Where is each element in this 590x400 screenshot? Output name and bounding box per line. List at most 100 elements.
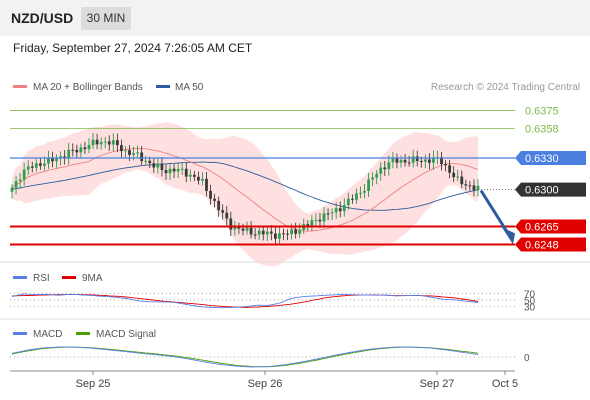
candle-body — [468, 185, 472, 187]
candle-body — [448, 165, 452, 173]
candle-body — [164, 170, 168, 174]
candle-body — [140, 152, 144, 162]
candle-body — [209, 190, 212, 199]
candle-body — [26, 166, 30, 170]
candle-body — [132, 153, 135, 155]
resistance-label: 0.6375 — [525, 106, 559, 118]
last-price-label: 0.6300 — [525, 185, 559, 197]
level-label: 70 — [524, 289, 536, 300]
time-axis: Sep 25 Sep 26 Sep 27 Oct 5 — [10, 370, 518, 390]
candle-body — [111, 140, 115, 145]
candle-body — [363, 190, 366, 193]
candle-body — [176, 168, 180, 172]
candle-body — [47, 157, 50, 164]
candle-body — [427, 159, 431, 163]
candle-body — [115, 140, 119, 146]
candle-body — [440, 157, 443, 164]
candle-body — [128, 150, 131, 155]
candle-body — [375, 173, 379, 178]
candle-body — [152, 163, 156, 168]
currency-pair-title: NZD/USD — [11, 10, 74, 26]
candle-body — [201, 178, 204, 181]
price-levels: 0.6375 0.6358 0.6330 0.6300 0.6265 0.6248 — [10, 106, 586, 252]
candle-body — [148, 160, 152, 164]
candle-body — [38, 163, 42, 166]
candle-body — [399, 159, 403, 163]
rsi-9ma-line — [11, 294, 479, 308]
candle-body — [411, 156, 415, 163]
candle-body — [452, 172, 456, 178]
candle-body — [172, 168, 176, 172]
legend-rsi-label: RSI — [33, 273, 50, 284]
candle-body — [338, 208, 342, 212]
legend-ma50-swatch — [156, 85, 170, 88]
level-label: 0 — [524, 353, 530, 364]
candle-body — [379, 167, 383, 174]
candle-body — [407, 162, 411, 164]
candle-body — [18, 179, 22, 182]
last-price-tag — [515, 182, 586, 197]
candle-body — [233, 226, 237, 230]
candle-body — [221, 210, 225, 213]
candle-body — [326, 213, 330, 215]
candle-body — [322, 213, 326, 222]
candle-body — [107, 141, 111, 145]
candle-body — [359, 192, 362, 194]
candle-body — [249, 227, 253, 235]
candle-body — [269, 231, 273, 234]
candle-body — [290, 229, 293, 235]
candle-body — [456, 176, 460, 178]
candle-body — [245, 227, 249, 231]
candle-body — [144, 160, 148, 162]
candle-body — [10, 187, 14, 192]
support-tag — [515, 237, 586, 252]
candle-body — [278, 233, 281, 239]
candle-body — [91, 139, 95, 146]
level-label: 30 — [524, 302, 536, 313]
candle-body — [273, 233, 277, 239]
candle-body — [298, 229, 302, 234]
candle-body — [225, 212, 229, 219]
candle-body — [419, 160, 423, 162]
candle-body — [306, 224, 310, 226]
candle-body — [180, 168, 184, 170]
candle-body — [192, 174, 196, 177]
legend-rsi-swatch — [13, 276, 27, 279]
candle-body — [22, 169, 26, 180]
candle-body — [294, 229, 298, 234]
price-panel: MA 20 + Bollinger Bands MA 50 Research ©… — [0, 82, 590, 267]
forecast-arrow-head — [502, 227, 515, 245]
legend-macd-label: MACD — [33, 329, 62, 340]
pivot-label: 0.6330 — [525, 153, 559, 165]
candle-body — [103, 141, 107, 143]
candle-body — [205, 178, 208, 191]
candle-body — [184, 168, 188, 177]
candle-body — [95, 139, 99, 145]
legend-9ma-swatch — [62, 276, 76, 279]
candle-body — [310, 220, 314, 226]
timeframe-button[interactable]: 30 MIN — [81, 7, 131, 30]
candle-body — [14, 181, 18, 188]
candle-body — [395, 158, 399, 163]
time-axis-ticks: Sep 25 Sep 26 Sep 27 Oct 5 — [76, 371, 518, 390]
x-tick-label: Sep 26 — [248, 378, 283, 390]
candle-body — [432, 157, 435, 163]
candle-body — [403, 159, 407, 163]
candlesticks — [10, 132, 480, 246]
candle-body — [79, 147, 83, 153]
candle-body — [261, 230, 265, 235]
candle-body — [265, 231, 269, 235]
candle-body — [383, 167, 387, 170]
watermark: Research © 2024 Trading Central — [431, 82, 580, 93]
candle-body — [99, 142, 103, 145]
candle-body — [342, 205, 346, 212]
candle-body — [87, 145, 91, 150]
candle-body — [71, 149, 75, 151]
candle-body — [282, 233, 285, 235]
candle-body — [217, 200, 221, 211]
legend-macd-swatch — [13, 332, 27, 335]
candle-body — [464, 184, 468, 186]
level-label: 50 — [524, 296, 536, 307]
